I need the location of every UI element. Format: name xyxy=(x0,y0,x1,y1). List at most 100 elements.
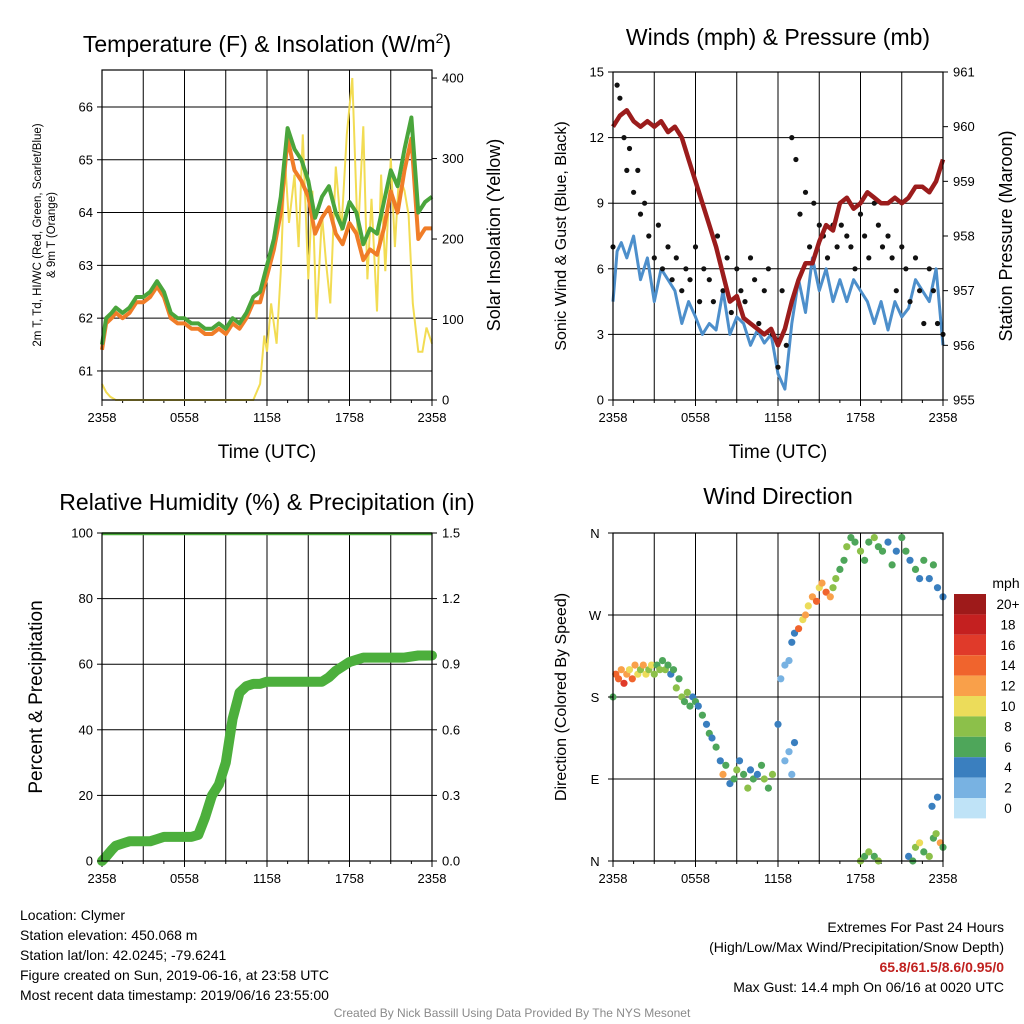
direction-point xyxy=(768,770,777,779)
y-tick-label: 961 xyxy=(953,65,975,80)
colorbar-label: 0 xyxy=(1004,801,1012,816)
humidity-precipitation-panel: 2358 0558 1158 1758 2358 0 20 40 60 80 100 0.0 0.3 0.… xyxy=(26,489,475,886)
direction-point xyxy=(735,757,744,765)
gust-point xyxy=(779,288,785,294)
x-tick-label: 1758 xyxy=(846,871,875,886)
direction-point xyxy=(933,584,942,592)
direction-point xyxy=(788,638,796,646)
chart-title: Winds (mph) & Pressure (mb) xyxy=(626,24,930,50)
direction-point xyxy=(928,802,936,810)
gust-point xyxy=(624,167,630,173)
direction-point xyxy=(911,565,920,574)
extremes-title: Extremes For Past 24 Hours xyxy=(827,919,1004,935)
y-tick-label: 12 xyxy=(590,130,604,145)
direction-point xyxy=(920,556,928,564)
chart-title: Wind Direction xyxy=(703,483,853,509)
y-tick-label: S xyxy=(591,690,600,705)
y-tick-label: 0 xyxy=(442,393,449,408)
colorbar-label: 10 xyxy=(1000,699,1015,714)
gust-point xyxy=(783,342,789,348)
gust-point xyxy=(673,255,679,261)
credit-text: Created By Nick Bassill Using Data Provi… xyxy=(333,1006,691,1020)
x-axis-label: Time (UTC) xyxy=(729,442,828,463)
colorbar-swatch xyxy=(954,798,986,819)
y-tick-label: N xyxy=(590,854,599,869)
direction-point xyxy=(631,661,639,669)
temp-9m-series-line xyxy=(100,136,432,351)
direction-point xyxy=(892,547,900,555)
colorbar-swatch xyxy=(954,655,986,676)
direction-point xyxy=(686,702,694,710)
winds-pressure-panel: 2358 0558 1158 1758 2358 0 3 6 9 12 15 955 956 957 958… xyxy=(553,24,1016,463)
direction-point xyxy=(722,761,730,769)
gust-point xyxy=(917,288,923,294)
y-tick-label: 6 xyxy=(597,261,604,276)
direction-point xyxy=(790,739,799,747)
gust-point xyxy=(824,255,831,261)
direction-point xyxy=(884,538,892,546)
x-tick-label: 2358 xyxy=(599,410,628,425)
direction-point xyxy=(774,720,782,728)
y-axis-label: 2m T, Td, HI/WC (Red, Green, Scarlet/Blu… xyxy=(32,123,44,346)
direction-point xyxy=(702,720,711,728)
extremes-legend: (High/Low/Max Wind/Precipitation/Snow De… xyxy=(709,939,1004,955)
colorbar-swatch xyxy=(954,757,986,778)
direction-point xyxy=(680,698,689,706)
x-tick-label: 0558 xyxy=(170,871,199,886)
y-tick-label: 958 xyxy=(953,229,975,244)
direction-point xyxy=(878,547,887,555)
direction-point xyxy=(614,675,623,683)
max-gust-text: Max Gust: 14.4 mph On 06/16 at 0020 UTC xyxy=(733,979,1004,995)
gust-point xyxy=(879,244,886,250)
gust-point xyxy=(775,364,781,370)
direction-point xyxy=(716,757,724,765)
direction-point xyxy=(733,766,741,774)
x-tick-label: 1158 xyxy=(764,410,792,425)
y-tick-label: 200 xyxy=(442,232,464,247)
colorbar-swatch xyxy=(954,594,986,615)
x-tick-label: 2358 xyxy=(418,871,447,886)
gust-point xyxy=(642,200,648,206)
y-tick-label: 15 xyxy=(590,65,604,80)
direction-point xyxy=(812,597,821,605)
colorbar-swatch xyxy=(954,716,986,737)
y-axis-label-right: Station Pressure (Maroon) xyxy=(996,130,1016,341)
direction-point xyxy=(870,852,878,861)
y-tick-label: 959 xyxy=(953,174,975,189)
y-tick-label: 20 xyxy=(79,788,93,803)
direction-point xyxy=(749,775,757,783)
title-superscript: 2 xyxy=(436,30,444,46)
station-info: Location: Clymer Station elevation: 450.… xyxy=(20,905,329,1005)
gust-point xyxy=(651,255,657,261)
gust-point xyxy=(852,266,858,272)
x-tick-label: 1758 xyxy=(335,410,364,425)
x-tick-label: 1158 xyxy=(253,410,281,425)
chart-title: Relative Humidity (%) & Precipitation (i… xyxy=(59,489,474,515)
gust-point xyxy=(889,255,895,261)
direction-point xyxy=(683,688,691,697)
direction-point xyxy=(730,775,738,783)
direction-point xyxy=(781,757,789,765)
y-tick-label: 80 xyxy=(79,591,93,606)
direction-point xyxy=(861,852,869,861)
direction-point xyxy=(916,575,924,583)
y-tick-label: 66 xyxy=(79,99,93,114)
colorbar-label: 12 xyxy=(1000,679,1015,694)
colorbar-swatch xyxy=(954,696,986,717)
x-tick-label: 2358 xyxy=(929,871,958,886)
title-text: ) xyxy=(443,31,451,57)
plot-border xyxy=(101,69,433,401)
gust-point xyxy=(838,222,844,228)
y-tick-label: N xyxy=(590,526,599,541)
temp-2m-series-line xyxy=(100,115,434,345)
direction-point xyxy=(788,770,796,779)
gust-point xyxy=(621,135,627,141)
x-tick-label: 2358 xyxy=(88,410,117,425)
direction-point xyxy=(905,852,913,861)
direction-point xyxy=(664,661,672,669)
location-text: Location: Clymer xyxy=(20,907,126,923)
gust-point xyxy=(710,299,717,305)
colorbar-swatch xyxy=(954,777,986,798)
gust-point xyxy=(761,288,767,294)
colorbar-label: 6 xyxy=(1004,740,1012,755)
